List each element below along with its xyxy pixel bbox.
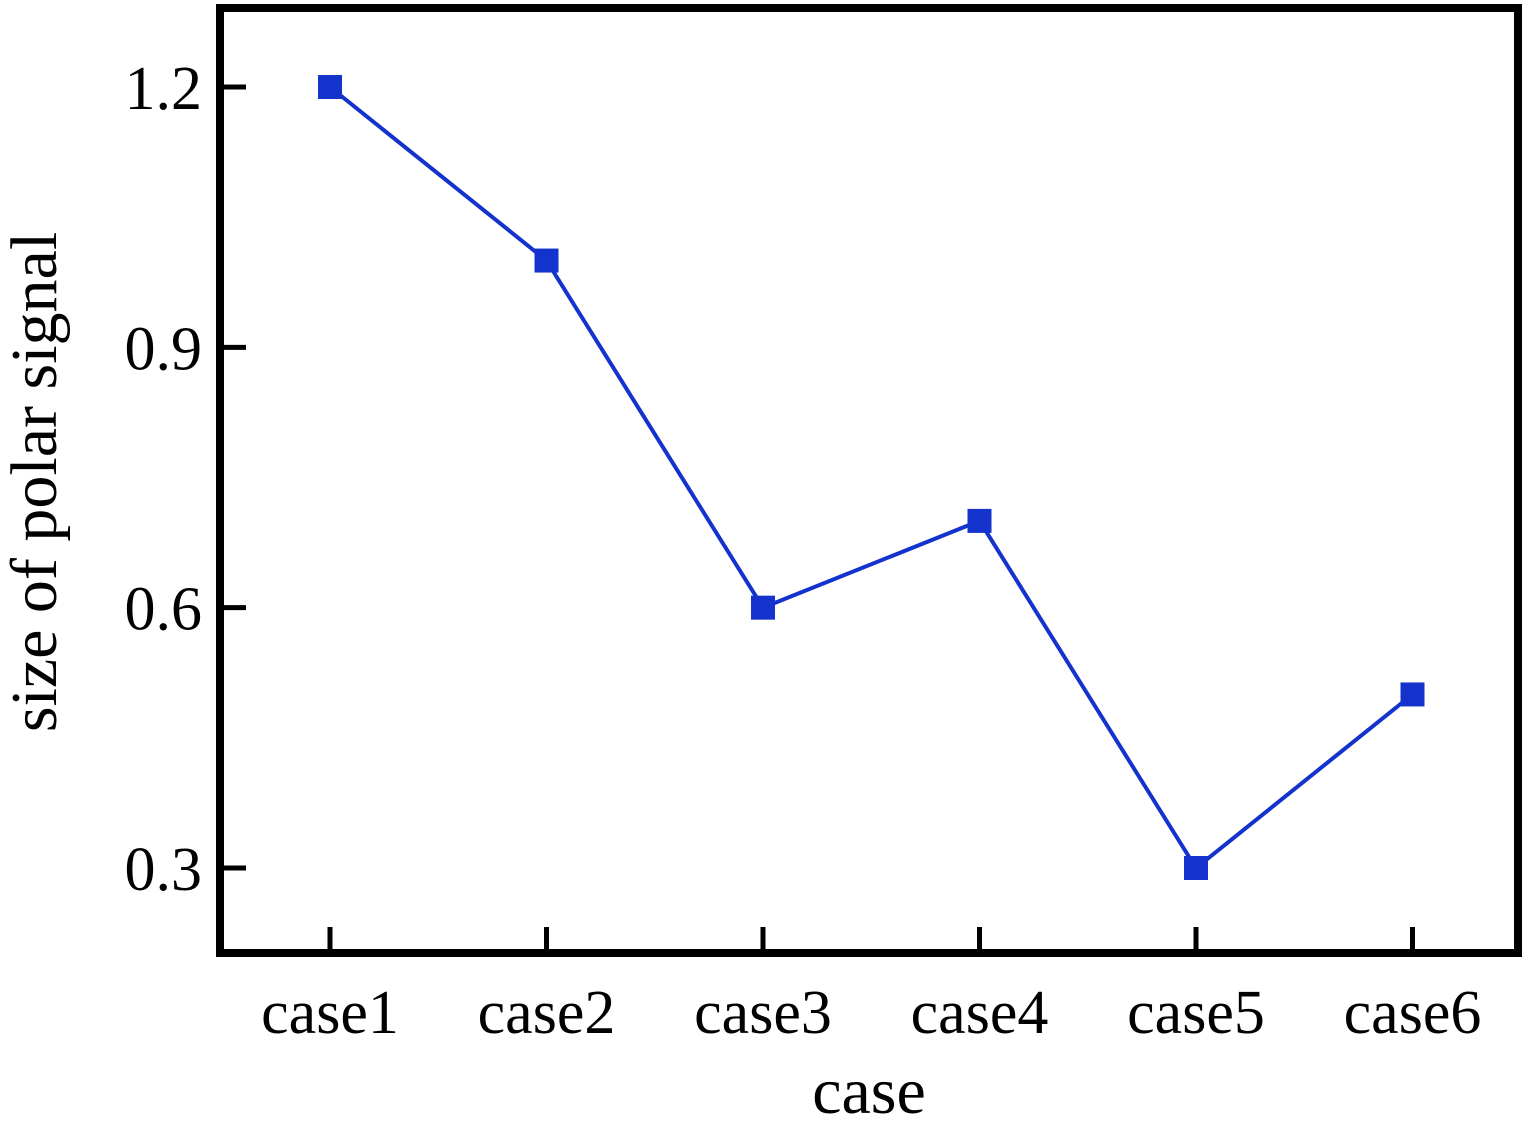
x-axis-label: case bbox=[812, 1055, 926, 1128]
y-tick-label: 1.2 bbox=[125, 55, 203, 123]
data-point-marker bbox=[1400, 682, 1425, 707]
plot-frame bbox=[216, 4, 1522, 957]
x-tick-label: case4 bbox=[911, 979, 1049, 1047]
data-point-marker bbox=[967, 508, 992, 533]
data-markers bbox=[318, 75, 1425, 881]
y-axis-label: size of polar signal bbox=[0, 232, 71, 732]
y-tick-label: 0.6 bbox=[125, 576, 203, 644]
y-tick-label: 0.9 bbox=[125, 315, 203, 383]
x-tick-label: case6 bbox=[1344, 979, 1482, 1047]
x-tick-label: case2 bbox=[478, 979, 616, 1047]
data-point-marker bbox=[534, 248, 559, 273]
x-axis-ticks: case1 case2 case3 case4 case5 case6 bbox=[261, 927, 1481, 1047]
x-tick-label: case5 bbox=[1127, 979, 1265, 1047]
data-line bbox=[328, 85, 1414, 871]
x-tick-label: case1 bbox=[261, 979, 399, 1047]
y-axis-ticks: 0.3 0.6 0.9 1.2 bbox=[125, 55, 246, 904]
data-point-marker bbox=[318, 75, 342, 99]
data-point-marker bbox=[751, 595, 775, 620]
y-tick-label: 0.3 bbox=[125, 836, 203, 904]
x-tick-label: case3 bbox=[694, 979, 832, 1047]
data-point-marker bbox=[1184, 856, 1208, 881]
